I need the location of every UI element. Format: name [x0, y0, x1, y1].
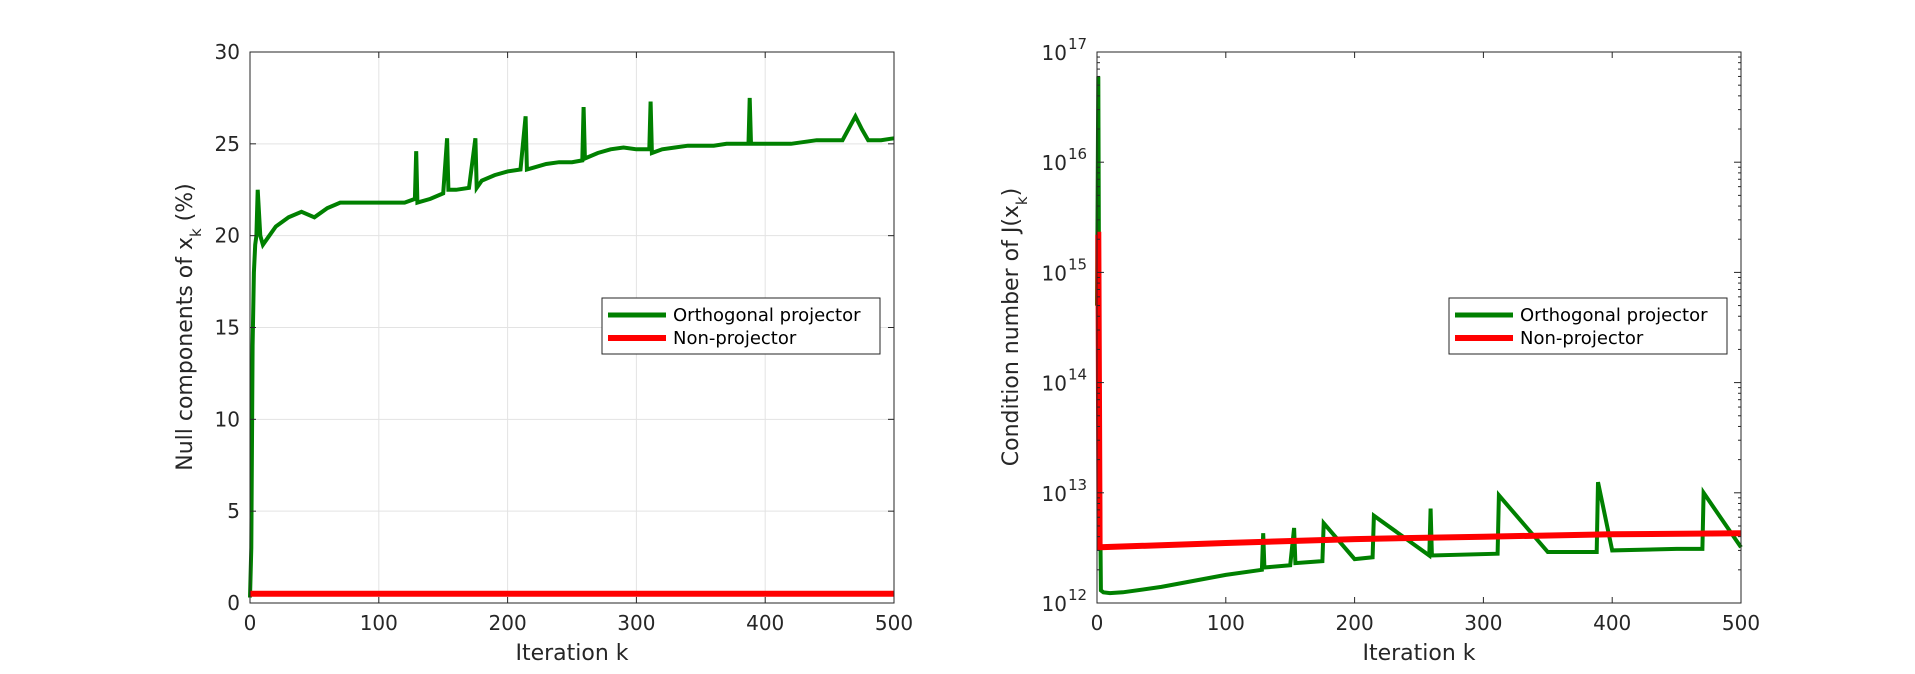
- x-tick-label: 400: [746, 611, 784, 635]
- y-axis-label: Null components of xk (%): [173, 183, 205, 471]
- x-tick-label: 300: [617, 611, 655, 635]
- y-tick-exponent: 16: [1068, 145, 1087, 163]
- legend-box: [1448, 297, 1728, 355]
- x-tick-label: 300: [1464, 611, 1502, 635]
- y-tick-label: 15: [215, 316, 240, 340]
- y-tick-label: 25: [215, 132, 240, 156]
- x-tick-label: 400: [1593, 611, 1631, 635]
- y-tick-label: 10: [1042, 41, 1067, 65]
- y-tick-exponent: 17: [1068, 35, 1087, 53]
- tick-labels: 0 100 200 300 400 500 0 5 10 15 20 25 30: [215, 40, 914, 635]
- series-line-non-projector: [1095, 231, 1742, 551]
- y-tick-exponent: 15: [1068, 255, 1087, 273]
- y-tick-label: 10: [1042, 151, 1067, 175]
- x-tick-label: 0: [244, 611, 257, 635]
- legend-box: [601, 297, 881, 355]
- x-tick-label: 100: [1207, 611, 1245, 635]
- y-tick-label: 10: [1042, 592, 1067, 616]
- axes: [1096, 51, 1742, 604]
- legend: Orthogonal projector Non-projector: [601, 297, 881, 355]
- y-tick-label: 30: [215, 40, 240, 64]
- series-line-orthogonal-projector: [1095, 76, 1743, 596]
- x-axis-label: Iteration k: [515, 641, 628, 666]
- y-tick-label: 10: [1042, 372, 1067, 396]
- axes-box: [1096, 51, 1742, 604]
- y-tick-label: 5: [227, 499, 240, 523]
- x-tick-label: 0: [1091, 611, 1104, 635]
- legend-label-orthogonal: Orthogonal projector: [673, 305, 861, 326]
- y-tick-exponent: 14: [1068, 366, 1087, 384]
- legend-label-nonprojector: Non-projector: [1520, 328, 1644, 349]
- x-tick-label: 500: [1722, 611, 1760, 635]
- x-tick-label: 100: [360, 611, 398, 635]
- x-tick-label: 500: [875, 611, 913, 635]
- y-tick-label: 10: [1042, 482, 1067, 506]
- legend: Orthogonal projector Non-projector: [1448, 297, 1728, 355]
- series-line-orthogonal-projector: [248, 97, 895, 598]
- y-tick-label: 20: [215, 224, 240, 248]
- legend-label-nonprojector: Non-projector: [673, 328, 797, 349]
- y-tick-exponent: 12: [1068, 586, 1087, 604]
- y-tick-label: 10: [215, 407, 240, 431]
- y-tick-label: 10: [1042, 261, 1067, 285]
- x-tick-label: 200: [1336, 611, 1374, 635]
- y-tick-exponent: 13: [1068, 476, 1087, 494]
- series-group: [1095, 76, 1743, 596]
- y-axis-label: Condition number of J(xk): [999, 188, 1031, 466]
- y-tick-label: 0: [227, 591, 240, 615]
- legend-label-orthogonal: Orthogonal projector: [1520, 305, 1708, 326]
- series-group: [248, 97, 895, 598]
- x-tick-label: 200: [489, 611, 527, 635]
- axes: [249, 51, 895, 604]
- chart-null-components: 0 100 200 300 400 500 0 5 10 15 20 25 30 Iteration k…: [173, 40, 913, 666]
- x-axis-label: Iteration k: [1362, 641, 1475, 666]
